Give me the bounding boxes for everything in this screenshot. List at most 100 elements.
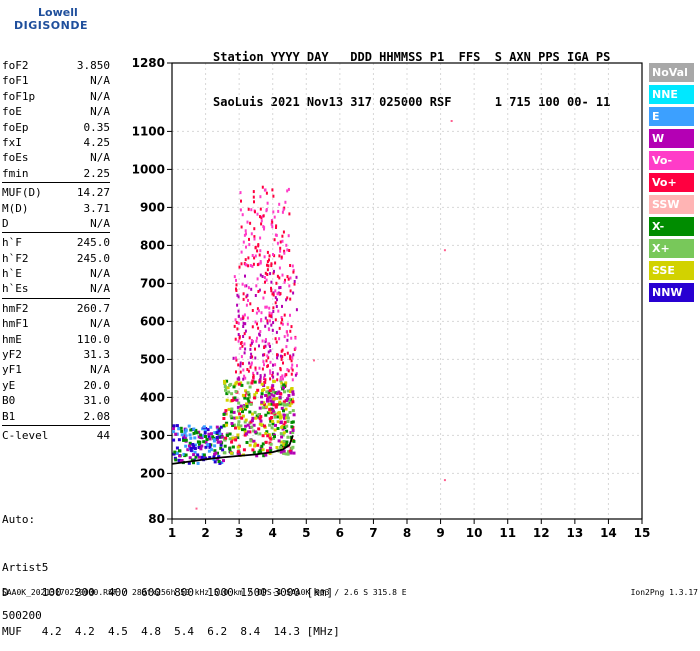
echo-point [281,318,284,322]
echo-point [279,415,283,419]
echo-point [286,397,290,401]
echo-point [249,439,253,443]
echo-point [223,381,227,385]
echo-point [270,426,274,430]
echo-point [291,428,295,432]
echo-point [258,332,261,336]
param-row: B1 2.08 [2,409,110,424]
echo-point [243,430,247,434]
ionogram-plot: 1 2 3 4 5 6 7 8 9 10 11 12 13 14 158020030040050060070… [132,56,650,540]
echo-point [287,369,290,373]
echo-point [251,264,254,268]
legend-item-x: X- [649,217,694,236]
echo-point [189,446,193,450]
echo-point [275,330,278,334]
echo-point [282,440,286,443]
echo-point [172,430,176,434]
echo-point [282,361,284,365]
echo-point [240,355,243,359]
echo-point [216,457,220,461]
echo-point [269,349,272,353]
echo-point [202,434,206,438]
param-name: foF1 [2,74,29,88]
legend-item-e: E [649,107,694,126]
echo-point [295,372,298,376]
echo-point [264,280,266,284]
echo-point [266,434,270,438]
echo-point [215,431,219,435]
echo-point [260,382,264,386]
x-tick-label: 2 [201,526,209,540]
param-name: yE [2,378,16,392]
param-row: hmF1 N/A [2,316,110,331]
echo-point [271,225,274,229]
echo-point [238,412,242,416]
echo-point [222,412,226,416]
echo-point [273,254,276,258]
echo-point [239,208,242,212]
echo-point [267,434,271,438]
echo-point [253,442,257,446]
echo-point [209,425,213,429]
echo-point [192,461,195,465]
echo-point [262,214,265,218]
echo-point [279,450,283,454]
echo-point [242,292,245,296]
echo-point [263,345,266,349]
echo-point [247,264,250,268]
echo-point [282,208,285,212]
echo-point [266,354,269,358]
param-value: 3.850 [76,59,110,72]
echo-point [278,400,282,404]
echo-point [293,280,296,283]
echo-point [272,321,275,324]
muf-distance-row: D 100 200 400 600 800 1000 1500 3000 [km… [2,586,334,599]
echo-point [204,435,207,438]
echo-point [290,425,294,429]
echo-point [195,431,199,435]
echo-point [251,412,254,416]
echo-point [266,411,270,415]
echo-point [292,451,296,455]
echo-point [213,431,217,435]
echo-point [279,286,282,289]
echo-point [272,291,275,295]
echo-point [253,430,257,434]
echo-point [256,322,258,326]
x-tick-label: 6 [336,526,344,540]
echo-point [268,311,271,315]
echo-point [285,330,288,334]
param-separator [2,182,110,184]
echo-point [294,373,297,377]
echo-point [199,433,203,437]
legend-item-w: W [649,129,694,148]
echo-point [255,391,258,395]
param-value: N/A [90,282,110,296]
param-value: 4.25 [83,135,111,149]
echo-point [241,414,245,418]
echo-point [175,446,179,450]
echo-point [282,386,285,390]
echo-point [264,271,267,275]
echo-point [281,210,284,214]
echo-point [178,454,182,458]
echo-point [242,316,245,320]
param-value: 2.25 [83,166,111,180]
echo-point [244,424,248,428]
echo-point [279,367,282,370]
echo-point [283,280,286,284]
echo-point [269,407,273,411]
echo-point [286,351,289,355]
echo-point [280,435,284,439]
auto-label: Auto: [2,513,36,526]
echo-point [253,410,257,414]
echo-point [260,219,263,223]
echo-point [277,291,280,295]
echo-point [279,292,282,296]
echo-point [246,423,250,427]
param-value: 260.7 [76,301,110,315]
echo-point [257,427,261,431]
echo-point [235,398,239,402]
echo-point [255,414,259,418]
echo-point [237,377,240,381]
